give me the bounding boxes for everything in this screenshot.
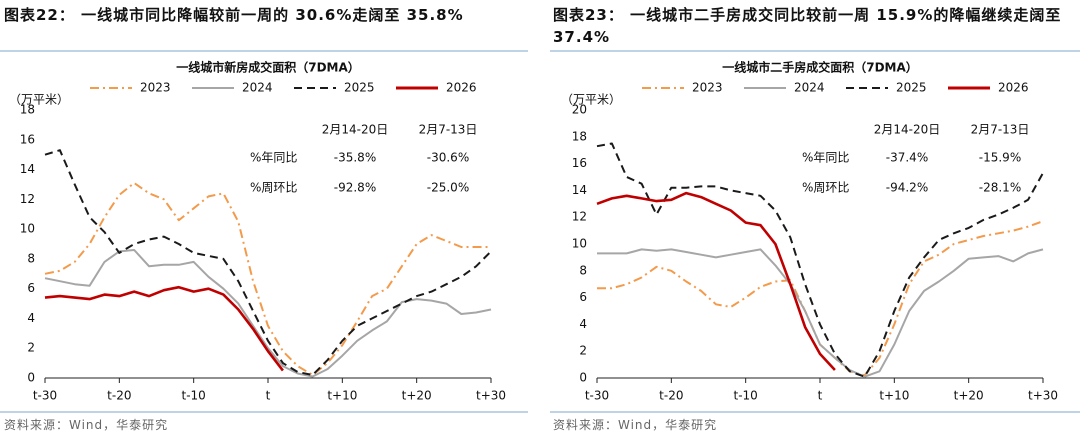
x-tick-label: t-10 [734, 389, 758, 403]
legend-label: 2025 [896, 81, 927, 95]
series-line [596, 191, 836, 371]
x-tick-label: t-30 [33, 389, 57, 403]
x-tick-label: t-20 [107, 389, 131, 403]
y-axis-unit: （万平米） [561, 93, 621, 107]
annotation-row-label: %周环比 [802, 181, 849, 195]
annotation-value: -28.1% [979, 181, 1021, 195]
x-tick-label: t [266, 389, 271, 403]
y-tick-label: 6 [27, 281, 35, 295]
series-line [44, 149, 492, 376]
annotation-value: -30.6% [427, 151, 469, 165]
y-tick-label: 16 [20, 132, 35, 146]
legend-label: 2026 [446, 81, 477, 95]
y-tick-label: 0 [27, 371, 35, 385]
y-tick-label: 6 [579, 290, 587, 304]
y-tick-label: 12 [572, 210, 587, 224]
source-note: 资料来源：Wind，华泰研究 [4, 418, 169, 432]
annotation-column: 2月7-13日 [419, 123, 478, 137]
series-line [597, 248, 1044, 378]
legend-label: 2024 [242, 81, 273, 95]
series-line [44, 249, 492, 378]
legend-label: 2023 [692, 81, 723, 95]
chart-title: 一线城市二手房成交面积（7DMA） [722, 60, 918, 75]
series-line [596, 142, 1044, 378]
annotation-value: -35.8% [334, 151, 376, 165]
y-tick-label: 12 [20, 192, 35, 206]
y-tick-label: 18 [20, 103, 35, 117]
x-tick-label: t-10 [182, 389, 206, 403]
annotation-value: -25.0% [427, 181, 469, 195]
y-tick-label: 2 [27, 341, 35, 355]
y-tick-label: 2 [579, 344, 587, 358]
chart-header: 图表23： 一线城市二手房成交同比较前一周 15.9%的降幅继续走阔至 37.4… [553, 6, 1062, 46]
x-tick-label: t [818, 389, 823, 403]
y-tick-label: 8 [27, 251, 35, 265]
annotation-row-label: %年同比 [802, 151, 849, 165]
annotation-value: -94.2% [886, 181, 928, 195]
x-tick-label: t+10 [327, 389, 357, 403]
x-tick-label: t+30 [1028, 389, 1058, 403]
x-tick-label: t+30 [476, 389, 506, 403]
annotation-row-label: %年同比 [250, 151, 297, 165]
y-tick-label: 10 [572, 237, 587, 251]
legend-label: 2026 [998, 81, 1029, 95]
annotation-value: -37.4% [886, 151, 928, 165]
y-tick-label: 4 [579, 317, 587, 331]
y-tick-label: 14 [20, 162, 35, 176]
y-axis-unit: （万平米） [9, 93, 69, 107]
annotation-column: 2月14-20日 [874, 123, 941, 137]
y-tick-label: 10 [20, 222, 35, 236]
y-tick-label: 16 [572, 156, 587, 170]
chart-title: 一线城市新房成交面积（7DMA） [176, 60, 360, 75]
y-tick-label: 14 [572, 183, 587, 197]
legend-label: 2025 [344, 81, 375, 95]
y-tick-label: 18 [572, 129, 587, 143]
x-tick-label: t+20 [402, 389, 432, 403]
y-tick-label: 4 [27, 311, 35, 325]
legend-label: 2023 [140, 81, 171, 95]
annotation-value: -92.8% [334, 181, 376, 195]
x-tick-label: t+10 [879, 389, 909, 403]
annotation-column: 2月14-20日 [322, 123, 389, 137]
annotation-row-label: %周环比 [250, 181, 297, 195]
series-line [44, 285, 284, 372]
annotation-value: -15.9% [979, 151, 1021, 165]
y-tick-label: 0 [579, 371, 587, 385]
legend-label: 2024 [794, 81, 825, 95]
series-line [44, 182, 491, 376]
x-tick-label: t+20 [954, 389, 984, 403]
y-tick-label: 20 [572, 103, 587, 117]
source-note: 资料来源：Wind，华泰研究 [553, 418, 718, 432]
y-tick-label: 8 [579, 263, 587, 277]
chart-header: 图表22： 一线城市同比降幅较前一周的 30.6%走阔至 35.8% [4, 6, 464, 24]
annotation-column: 2月7-13日 [971, 123, 1030, 137]
x-tick-label: t-20 [659, 389, 683, 403]
x-tick-label: t-30 [585, 389, 609, 403]
